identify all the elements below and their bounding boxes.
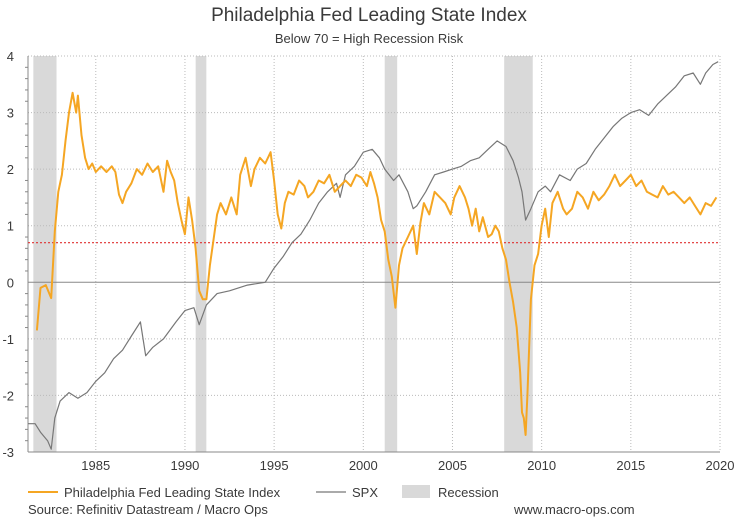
x-tick-labels: 1985 1990 1995 2000 2005 2010 2015 2020 [81, 458, 734, 473]
y-tick-label: 4 [7, 49, 14, 64]
legend-swatch-recession [402, 485, 430, 498]
recession-band-3 [384, 56, 398, 452]
recession-shading-group [33, 56, 533, 452]
source-note: Source: Refinitiv Datastream / Macro Ops [28, 502, 268, 517]
legend: Philadelphia Fed Leading State Index SPX… [28, 485, 499, 500]
recession-band-2 [195, 56, 207, 452]
y-tick-label: 3 [7, 106, 14, 121]
y-tick-label: -3 [2, 445, 14, 460]
data-lines [28, 61, 720, 450]
x-tick-label: 2020 [706, 458, 735, 473]
x-tick-label: 1990 [170, 458, 199, 473]
x-tick-label: 2015 [616, 458, 645, 473]
chart-title: Philadelphia Fed Leading State Index [211, 5, 527, 26]
y-tick-label: 1 [7, 219, 14, 234]
website-url: www.macro-ops.com [513, 502, 635, 517]
x-tick-label: 1985 [81, 458, 110, 473]
y-tick-label: -2 [2, 388, 14, 403]
philly-fed-index-line [35, 91, 718, 436]
axes [27, 56, 720, 453]
chart-subtitle: Below 70 = High Recession Risk [275, 31, 464, 46]
y-tick-label: 0 [7, 275, 14, 290]
x-tick-label: 2000 [349, 458, 378, 473]
legend-label-philly-fed: Philadelphia Fed Leading State Index [64, 485, 281, 500]
legend-label-spx: SPX [352, 485, 378, 500]
gridlines [25, 55, 721, 452]
y-tick-labels: 4 3 2 1 0 -1 -2 -3 [2, 49, 14, 460]
x-tick-label: 2005 [438, 458, 467, 473]
x-tick-label: 1995 [260, 458, 289, 473]
spx-line [28, 61, 719, 450]
y-tick-label: -1 [2, 332, 14, 347]
recession-band-1 [33, 56, 57, 452]
y-tick-label: 2 [7, 162, 14, 177]
legend-label-recession: Recession [438, 485, 499, 500]
x-tick-label: 2010 [527, 458, 556, 473]
